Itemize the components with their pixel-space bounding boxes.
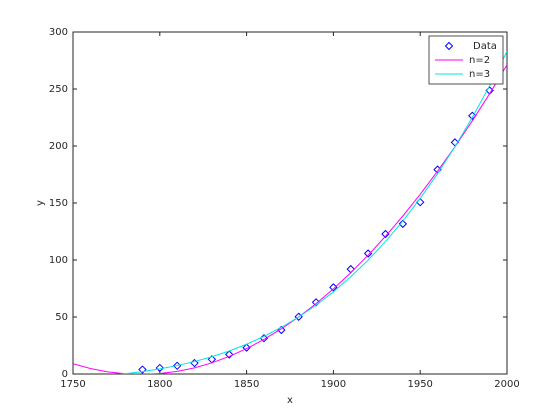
data-point [138,365,147,374]
data-point [225,350,234,359]
legend-marker [444,41,454,51]
legend-label: n=3 [469,69,490,80]
y-tick-label: 0 [62,369,68,380]
plot-layer [73,51,507,374]
data-point [242,343,251,352]
legend-label: Data [473,41,497,52]
x-tick-label: 2000 [494,379,519,390]
y-tick-label: 100 [49,255,68,266]
y-tick-label: 300 [49,27,68,38]
x-tick-label: 1850 [234,379,259,390]
plot-area [72,31,508,375]
y-tick-label: 200 [49,141,68,152]
y-axis-label: y [35,200,46,206]
x-tick-label: 1800 [147,379,172,390]
legend-label: n=2 [469,55,490,66]
y-tick-label: 50 [55,312,68,323]
data-point [398,219,408,229]
fit-line [73,64,507,374]
y-tick-label: 150 [49,198,68,209]
x-tick-label: 1750 [60,379,85,390]
data-point [155,363,165,373]
fit-line [118,51,507,374]
x-tick-label: 1950 [407,379,432,390]
x-tick-label: 1900 [321,379,346,390]
x-axis-label: x [287,395,293,406]
y-tick-label: 250 [49,84,68,95]
data-point [468,111,477,120]
